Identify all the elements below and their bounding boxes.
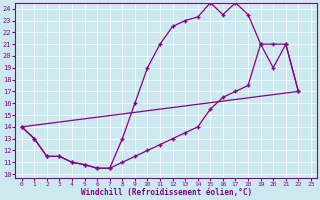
X-axis label: Windchill (Refroidissement éolien,°C): Windchill (Refroidissement éolien,°C) [81, 188, 252, 197]
